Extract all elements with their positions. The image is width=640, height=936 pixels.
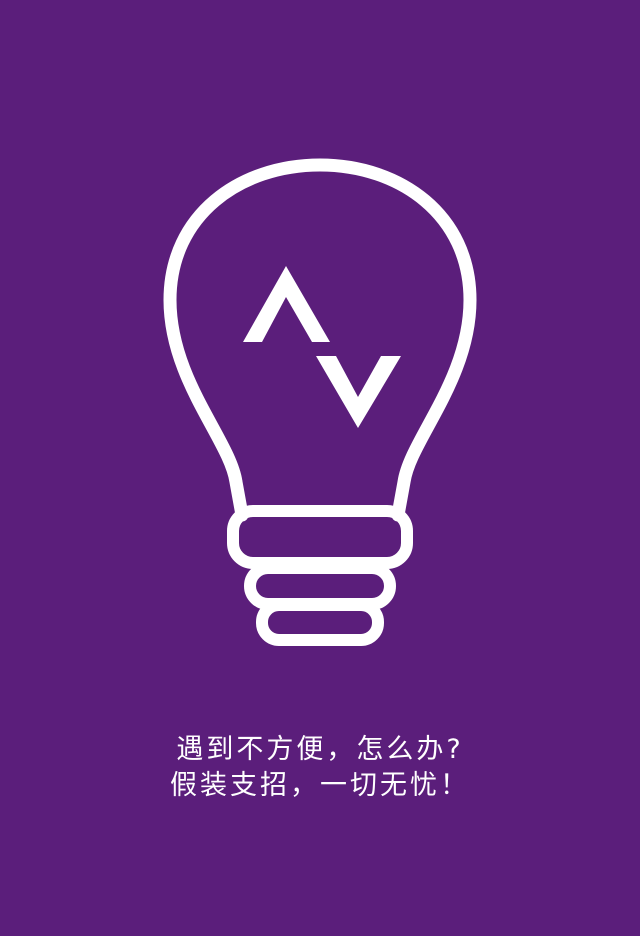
up-chevron <box>243 266 330 342</box>
slogan: 遇到不方便，怎么办? 假装支招，一切无忧！ <box>0 732 640 804</box>
lightbulb-icon <box>163 158 477 522</box>
bulb-base-ring-lower <box>256 599 384 646</box>
bulb-collar <box>227 505 413 569</box>
up-down-chevrons-icon <box>243 266 401 428</box>
slogan-line-2: 假装支招，一切无忧！ <box>170 770 470 801</box>
bulb-base-ring-upper <box>244 562 396 610</box>
down-chevron <box>316 356 401 428</box>
slogan-line-1: 遇到不方便，怎么办? <box>176 734 464 765</box>
